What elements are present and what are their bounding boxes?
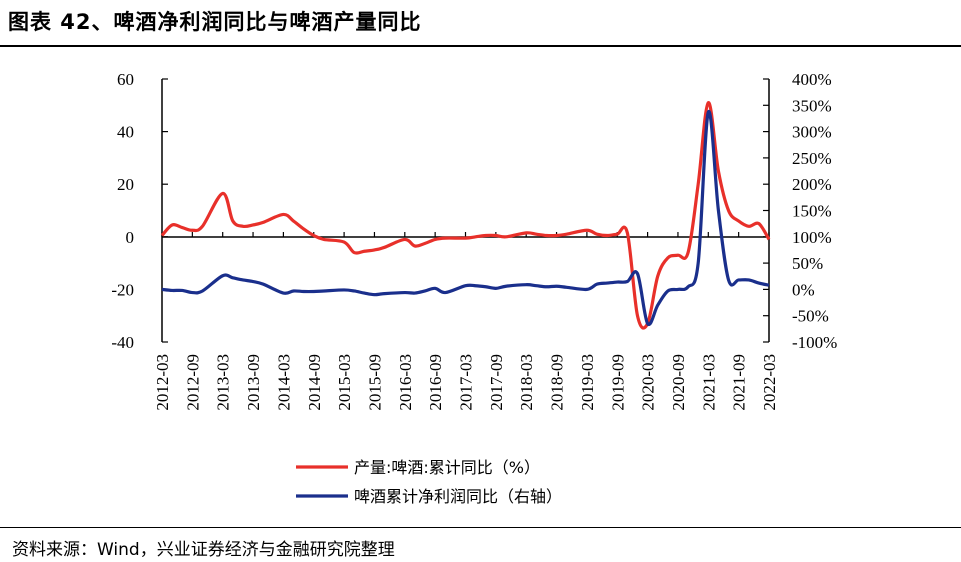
top-rule <box>0 45 961 47</box>
x-tick-label: 2021-09 <box>730 354 749 411</box>
x-tick-label: 2020-09 <box>669 354 688 411</box>
x-tick-label: 2017-09 <box>487 354 506 411</box>
x-tick-label: 2022-03 <box>760 354 779 411</box>
x-tick-label: 2016-09 <box>426 354 445 411</box>
series-line-production <box>160 101 771 330</box>
series-line-net-profit <box>161 110 770 327</box>
chart-axes: -40 -20 0 20 40 60 -100% -50% 0% 50% 100% 150% 200% 2… <box>111 70 837 411</box>
right-y-tick-label: 300% <box>792 123 832 142</box>
x-tick-label: 2021-03 <box>699 354 718 411</box>
right-y-tick-label: 0% <box>792 280 815 299</box>
bottom-rule <box>0 527 961 528</box>
x-tick-label: 2017-03 <box>457 354 476 411</box>
x-tick-label: 2015-09 <box>365 354 384 411</box>
x-tick-label: 2012-09 <box>183 354 202 411</box>
right-y-tick-label: 400% <box>792 70 832 89</box>
left-y-tick-label: 40 <box>117 123 134 142</box>
left-y-tick-label: -40 <box>111 333 134 352</box>
chart-legend: 产量:啤酒:累计同比（%） 啤酒累计净利润同比（右轴） <box>296 458 562 506</box>
x-tick-label: 2020-03 <box>639 354 658 411</box>
right-y-tick-label: 350% <box>792 96 832 115</box>
series-layer <box>160 101 771 330</box>
right-y-tick-label: 200% <box>792 175 832 194</box>
x-tick-label: 2012-03 <box>153 354 172 411</box>
x-tick-label: 2014-03 <box>274 354 293 411</box>
x-tick-label: 2014-09 <box>305 354 324 411</box>
x-tick-label: 2018-09 <box>548 354 567 411</box>
x-tick-label: 2018-03 <box>517 354 536 411</box>
legend-label: 产量:啤酒:累计同比（%） <box>354 458 540 477</box>
figure-title: 图表 42、啤酒净利润同比与啤酒产量同比 <box>8 10 422 34</box>
x-tick-label: 2016-03 <box>396 354 415 411</box>
x-tick-label: 2019-09 <box>608 354 627 411</box>
left-y-tick-label: 0 <box>126 228 135 247</box>
x-tick-label: 2019-03 <box>578 354 597 411</box>
x-tick-label: 2013-03 <box>214 354 233 411</box>
left-y-tick-label: 60 <box>117 70 134 89</box>
x-tick-label: 2013-09 <box>244 354 263 411</box>
left-y-tick-label: 20 <box>117 175 134 194</box>
source-note: 资料来源：Wind，兴业证券经济与金融研究院整理 <box>12 540 395 560</box>
left-y-tick-label: -20 <box>111 280 134 299</box>
x-tick-label: 2015-03 <box>335 354 354 411</box>
right-y-tick-label: 250% <box>792 149 832 168</box>
right-y-tick-label: -100% <box>792 333 837 352</box>
right-y-tick-label: 50% <box>792 254 823 273</box>
right-y-tick-label: 150% <box>792 202 832 221</box>
right-y-tick-label: 100% <box>792 228 832 247</box>
right-y-tick-label: -50% <box>792 307 829 326</box>
legend-label: 啤酒累计净利润同比（右轴） <box>354 487 562 506</box>
